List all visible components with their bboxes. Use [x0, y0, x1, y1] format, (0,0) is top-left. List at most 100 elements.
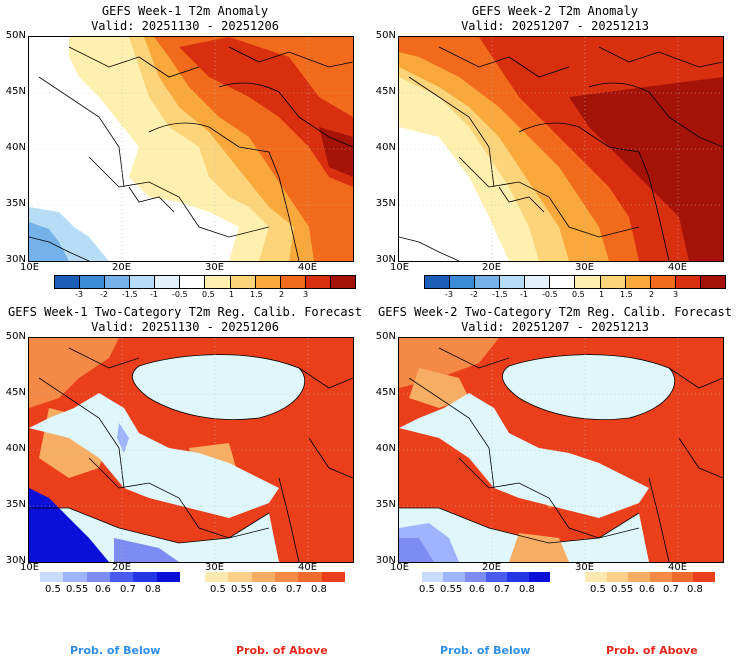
colorbar-tick: 2 — [279, 290, 285, 299]
colorbar-swatch — [155, 276, 181, 288]
colorbar-swatch — [575, 276, 601, 288]
colorbar-swatch — [255, 276, 281, 288]
colorbar-tick: 0.5 — [202, 290, 215, 299]
colorbar-tick: 0.5 — [419, 584, 435, 595]
lon-label: 20E — [112, 562, 132, 573]
panel-valid-dates: Valid: 20251207 - 20251213 — [461, 320, 649, 334]
colorbar-tick: 0.8 — [687, 584, 703, 595]
colorbar-tick: 0.5 — [572, 290, 585, 299]
prob-below-label: Prob. of Below — [440, 644, 531, 657]
lat-label: 35N — [5, 198, 26, 209]
colorbar-swatch — [133, 572, 157, 582]
colorbar-swatch — [63, 572, 87, 582]
lon-label: 10E — [20, 262, 40, 273]
colorbar-tick: 0.8 — [145, 584, 161, 595]
colorbar-tick: 0.8 — [311, 584, 327, 595]
lat-label: 30N — [375, 555, 396, 566]
colorbar-tick: 0.6 — [639, 584, 655, 595]
colorbar-swatch — [700, 276, 725, 288]
colorbar-swatch — [156, 572, 180, 582]
colorbar-tick: -0.5 — [172, 290, 188, 299]
colorbar-swatch — [80, 276, 106, 288]
prob-below-colorbar — [422, 572, 550, 582]
colorbar-swatch — [525, 276, 551, 288]
colorbar-swatch — [321, 572, 345, 582]
colorbar-tick: -1.5 — [122, 290, 138, 299]
colorbar-tick: 0.6 — [261, 584, 277, 595]
colorbar-swatch — [628, 572, 651, 582]
lon-label: 30E — [205, 262, 225, 273]
colorbar-swatch — [230, 276, 256, 288]
colorbar-swatch — [40, 572, 64, 582]
colorbar-swatch — [280, 276, 306, 288]
colorbar-swatch — [205, 276, 231, 288]
colorbar-tick: 0.7 — [120, 584, 136, 595]
colorbar-swatch — [500, 276, 526, 288]
panel-title: GEFS Week-1 T2m Anomaly — [101, 4, 269, 18]
lat-label: 30N — [5, 555, 26, 566]
panel-week1-probability: GEFS Week-1 Two-Category T2m Reg. Calib.… — [0, 300, 370, 600]
colorbar-swatch — [130, 276, 156, 288]
colorbar-tick: -2 — [100, 290, 108, 299]
lat-label: 40N — [5, 443, 26, 454]
colorbar-tick: 0.55 — [231, 584, 254, 595]
anomaly-map-week2 — [398, 36, 724, 262]
colorbar-tick: 0.5 — [45, 584, 61, 595]
colorbar-swatch — [650, 276, 676, 288]
lat-label: 45N — [375, 387, 396, 398]
panel-week2-anomaly: GEFS Week-2 T2m Anomaly Valid: 20251207 … — [370, 0, 740, 300]
lat-label: 40N — [375, 443, 396, 454]
colorbar-tick: -0.5 — [542, 290, 558, 299]
lon-label: 10E — [390, 562, 410, 573]
colorbar-swatch — [625, 276, 651, 288]
colorbar-swatch — [507, 572, 529, 582]
colorbar-tick: -3 — [445, 290, 453, 299]
colorbar-swatch — [606, 572, 629, 582]
prob-above-label: Prob. of Above — [606, 644, 698, 657]
lat-label: 45N — [5, 86, 26, 97]
colorbar-tick: 0.5 — [210, 584, 226, 595]
colorbar-tick: 0.7 — [663, 584, 679, 595]
lon-label: 30E — [205, 562, 225, 573]
colorbar-swatch — [693, 572, 716, 582]
lat-label: 50N — [375, 331, 396, 342]
prob-below-label: Prob. of Below — [70, 644, 161, 657]
lon-label: 20E — [112, 262, 132, 273]
colorbar-tick: 0.55 — [611, 584, 634, 595]
colorbar-swatch — [109, 572, 134, 582]
colorbar-tick: 0.5 — [590, 584, 606, 595]
lat-label: 30N — [5, 254, 26, 265]
lon-label: 10E — [390, 262, 410, 273]
lon-label: 10E — [20, 562, 40, 573]
colorbar-swatch — [475, 276, 501, 288]
panel-valid-dates: Valid: 20251130 - 20251206 — [91, 320, 279, 334]
colorbar-swatch — [105, 276, 131, 288]
colorbar-swatch — [585, 572, 607, 582]
colorbar-tick: 0.6 — [95, 584, 111, 595]
colorbar-swatch — [228, 572, 252, 582]
prob-above-colorbar — [585, 572, 716, 582]
anomaly-map-week1 — [28, 36, 354, 262]
prob-above-label: Prob. of Above — [236, 644, 328, 657]
colorbar-swatch — [305, 276, 331, 288]
colorbar-tick: 0.6 — [469, 584, 485, 595]
colorbar-tick: -1 — [520, 290, 528, 299]
colorbar-swatch — [485, 572, 508, 582]
panel-title: GEFS Week-1 Two-Category T2m Reg. Calib.… — [7, 305, 362, 319]
lat-label: 50N — [5, 30, 26, 41]
colorbar-swatch — [425, 276, 451, 288]
colorbar-swatch — [464, 572, 486, 582]
panel-valid-dates: Valid: 20251207 - 20251213 — [461, 19, 649, 33]
colorbar-swatch — [422, 572, 444, 582]
colorbar-tick: 1.5 — [250, 290, 263, 299]
colorbar-tick: 0.55 — [440, 584, 463, 595]
lat-label: 40N — [5, 142, 26, 153]
colorbar-tick: 3 — [673, 290, 679, 299]
colorbar-tick: 2 — [649, 290, 655, 299]
colorbar-swatch — [251, 572, 275, 582]
colorbar-tick: 1.5 — [620, 290, 633, 299]
lat-label: 35N — [375, 499, 396, 510]
lon-label: 20E — [482, 562, 502, 573]
lat-label: 35N — [375, 198, 396, 209]
lat-label: 35N — [5, 499, 26, 510]
